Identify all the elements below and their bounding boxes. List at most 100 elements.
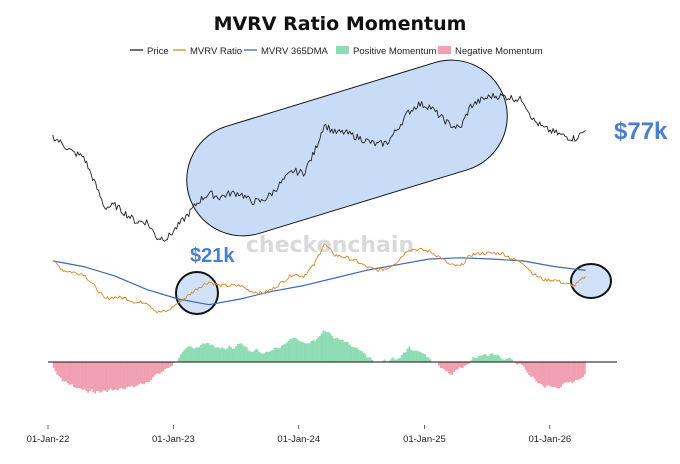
positive-momentum-bar	[279, 348, 282, 362]
negative-momentum-bar	[558, 362, 561, 389]
negative-momentum-bar	[171, 362, 174, 366]
negative-momentum-bar	[461, 362, 464, 368]
positive-momentum-bar	[341, 339, 344, 362]
negative-momentum-bar	[85, 362, 88, 391]
negative-momentum-bar	[552, 362, 555, 388]
negative-momentum-bar	[132, 362, 135, 388]
negative-momentum-bar	[549, 362, 552, 387]
positive-momentum-bar	[362, 352, 365, 362]
negative-momentum-bar	[547, 362, 550, 386]
positive-momentum-bar	[395, 359, 398, 362]
negative-momentum-bar	[111, 362, 114, 391]
positive-momentum-bar	[198, 346, 201, 362]
positive-momentum-bar	[247, 350, 250, 362]
negative-momentum-bar	[73, 362, 76, 388]
positive-momentum-bar	[217, 347, 220, 362]
positive-momentum-bar	[339, 339, 342, 362]
positive-momentum-bar	[418, 351, 421, 362]
negative-momentum-bar	[439, 362, 442, 369]
negative-momentum-bar	[137, 362, 140, 385]
positive-momentum-bar	[308, 343, 311, 362]
positive-momentum-bar	[249, 351, 252, 362]
negative-momentum-bar	[463, 362, 466, 367]
negative-momentum-bar	[65, 362, 67, 382]
positive-momentum-bar	[382, 360, 385, 362]
x-tick-label: 01-Jan-26	[528, 434, 571, 445]
positive-momentum-bar	[320, 333, 323, 362]
positive-momentum-bar	[273, 347, 276, 362]
positive-momentum-bar	[294, 337, 297, 362]
negative-momentum-bar	[521, 362, 524, 366]
positive-momentum-bar	[209, 345, 212, 362]
positive-momentum-bar	[352, 347, 355, 362]
negative-momentum-bar	[535, 362, 538, 382]
positive-momentum-bar	[345, 342, 348, 362]
negative-momentum-bar	[155, 362, 158, 374]
x-tick-label: 01-Jan-23	[152, 434, 195, 445]
negative-momentum-bar	[160, 362, 163, 373]
x-axis: 01-Jan-22 01-Jan-23 01-Jan-24 01-Jan-25 01-J…	[27, 425, 571, 445]
mvrv-ratio-line	[52, 243, 586, 314]
positive-momentum-bar	[346, 341, 349, 362]
negative-momentum-bar	[74, 362, 77, 389]
positive-momentum-bar	[510, 359, 513, 362]
positive-momentum-bar	[236, 344, 239, 362]
negative-momentum-bar	[123, 362, 126, 390]
negative-momentum-bar	[533, 362, 536, 379]
legend-label-1: MVRV Ratio	[190, 46, 242, 57]
positive-momentum-bar	[474, 358, 477, 362]
positive-momentum-bar	[190, 346, 193, 362]
negative-momentum-bar	[54, 362, 57, 372]
positive-momentum-bar	[325, 332, 328, 362]
positive-momentum-bar	[472, 357, 475, 362]
negative-momentum-bar	[574, 362, 577, 380]
positive-momentum-bar	[327, 332, 330, 362]
negative-momentum-bar	[542, 362, 545, 387]
negative-momentum-bar	[468, 362, 471, 364]
negative-momentum-bar	[118, 362, 121, 389]
negative-momentum-bar	[150, 362, 153, 381]
positive-momentum-bar	[413, 350, 416, 362]
negative-momentum-bar	[545, 362, 548, 386]
negative-momentum-bar	[94, 362, 97, 394]
legend-swatch-4	[438, 46, 451, 54]
negative-momentum-bar	[580, 362, 583, 379]
negative-momentum-bar	[582, 362, 584, 377]
positive-momentum-bar	[500, 358, 503, 362]
positive-momentum-bar	[201, 343, 204, 362]
negative-momentum-bar	[129, 362, 132, 387]
positive-momentum-bar	[252, 351, 255, 362]
negative-momentum-bar	[127, 362, 130, 387]
positive-momentum-bar	[265, 351, 267, 362]
negative-momentum-bar	[95, 362, 98, 391]
positive-momentum-bar	[322, 330, 325, 362]
plot-area	[48, 59, 617, 394]
positive-momentum-bar	[353, 347, 356, 362]
positive-momentum-bar	[258, 351, 261, 362]
positive-momentum-bar	[271, 350, 274, 362]
positive-momentum-bar	[415, 350, 418, 362]
negative-momentum-bar	[144, 362, 147, 383]
positive-momentum-bar	[493, 355, 496, 362]
negative-momentum-bar	[458, 362, 461, 368]
positive-momentum-bar	[329, 333, 332, 362]
negative-momentum-bar	[537, 362, 540, 384]
positive-momentum-bar	[401, 354, 404, 362]
positive-momentum-bar	[484, 354, 487, 362]
negative-momentum-bar	[63, 362, 66, 382]
positive-momentum-bar	[224, 349, 227, 362]
annotation-21k: $21k	[190, 245, 235, 267]
positive-momentum-bar	[210, 344, 213, 362]
positive-momentum-bar	[486, 355, 489, 362]
negative-momentum-bar	[81, 362, 84, 390]
positive-momentum-bar	[243, 346, 246, 362]
positive-momentum-bar	[319, 335, 322, 362]
negative-momentum-bar	[162, 362, 165, 372]
positive-momentum-bar	[196, 347, 199, 362]
positive-momentum-bar	[185, 348, 188, 362]
negative-momentum-bar	[444, 362, 447, 371]
negative-momentum-bar	[148, 362, 151, 383]
negative-momentum-bar	[52, 362, 55, 368]
positive-momentum-bar	[420, 352, 423, 362]
positive-momentum-bar	[242, 345, 245, 362]
